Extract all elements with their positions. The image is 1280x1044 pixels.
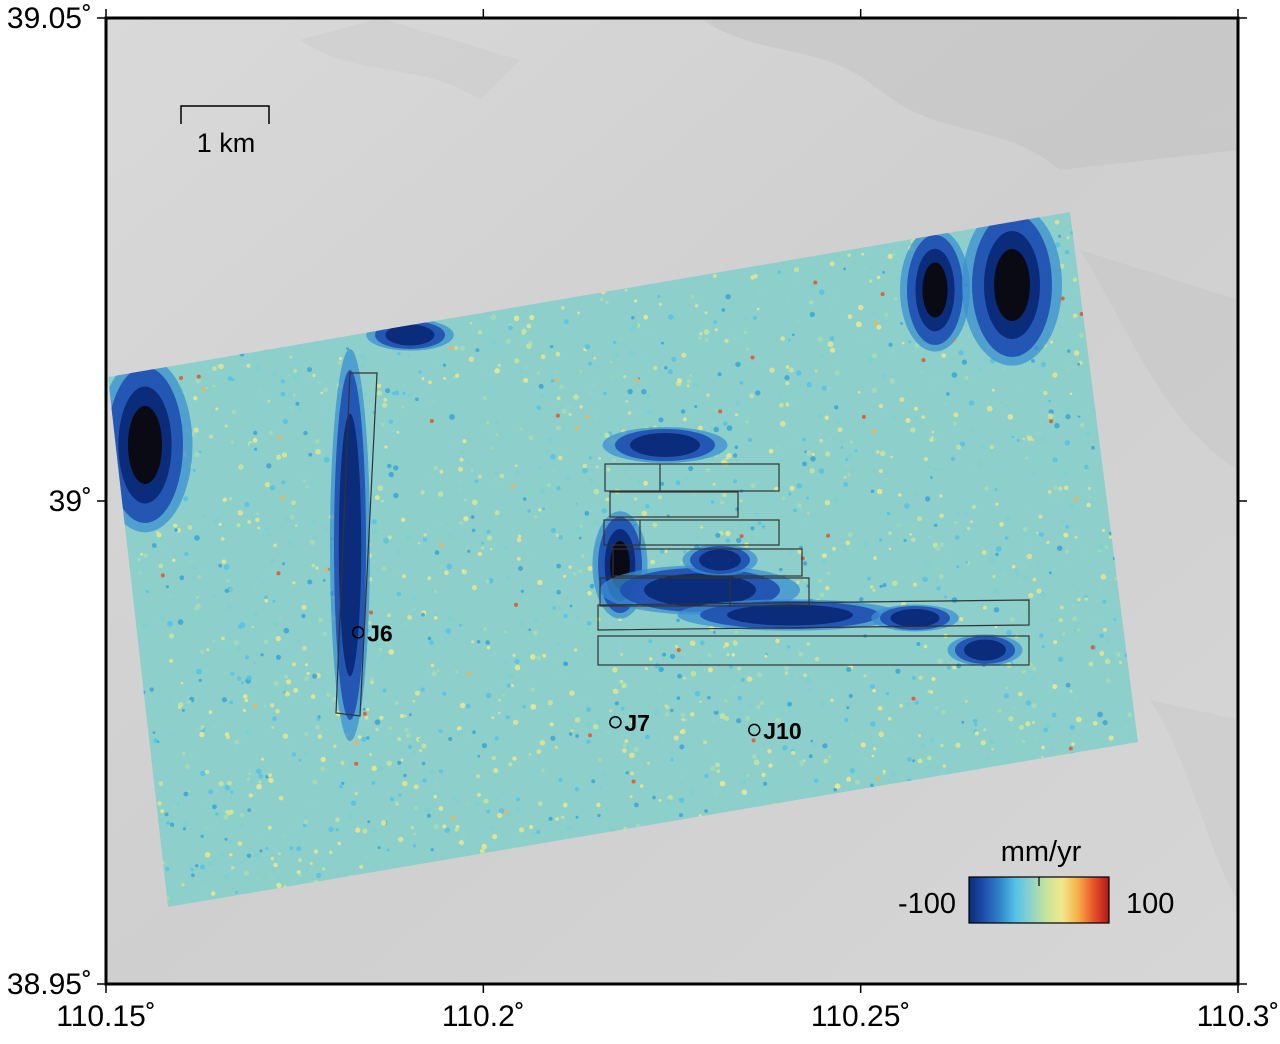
panel-box bbox=[604, 463, 780, 492]
site-label: J6 bbox=[367, 620, 393, 646]
scale-bar: 1 km bbox=[180, 105, 270, 158]
panel-box bbox=[335, 372, 378, 717]
site-marker bbox=[609, 715, 622, 729]
axis-ticks: 110.15˚ 110.2˚ 110.25˚ 110.3˚ 39.05˚ 39˚ 38.95… bbox=[7, 2, 1280, 1033]
panel-box bbox=[609, 491, 739, 518]
panel-box bbox=[597, 599, 1030, 631]
colorbar-unit: mm/yr bbox=[1001, 836, 1082, 868]
site-marker bbox=[351, 626, 365, 639]
panel-box bbox=[597, 635, 1030, 666]
site-label: J10 bbox=[763, 718, 801, 744]
y-tick-label: 39˚ bbox=[49, 485, 92, 518]
site-label: J7 bbox=[624, 710, 650, 736]
panel-box bbox=[612, 548, 803, 577]
x-tick-label: 110.2˚ bbox=[442, 1000, 525, 1033]
x-tick-label: 110.15˚ bbox=[56, 1000, 156, 1033]
site-markers: J6 J7 J10 bbox=[351, 620, 802, 744]
hillshade-ridges bbox=[300, 18, 1238, 900]
subsidence-zones bbox=[108, 212, 1062, 741]
y-tick-label: 39.05˚ bbox=[7, 2, 92, 35]
colorbar: mm/yr -100 100 bbox=[898, 836, 1174, 924]
site-marker bbox=[748, 723, 761, 737]
mining-panels bbox=[335, 372, 1030, 717]
panel-box bbox=[603, 519, 780, 546]
colorbar-min-label: -100 bbox=[898, 888, 956, 920]
y-tick-label: 38.95˚ bbox=[7, 968, 92, 1001]
x-tick-label: 110.25˚ bbox=[811, 1000, 911, 1033]
panel-box bbox=[599, 577, 810, 607]
x-tick-label: 110.3˚ bbox=[1197, 1000, 1280, 1033]
scale-bar-label: 1 km bbox=[197, 128, 256, 158]
colorbar-max-label: 100 bbox=[1126, 888, 1174, 920]
